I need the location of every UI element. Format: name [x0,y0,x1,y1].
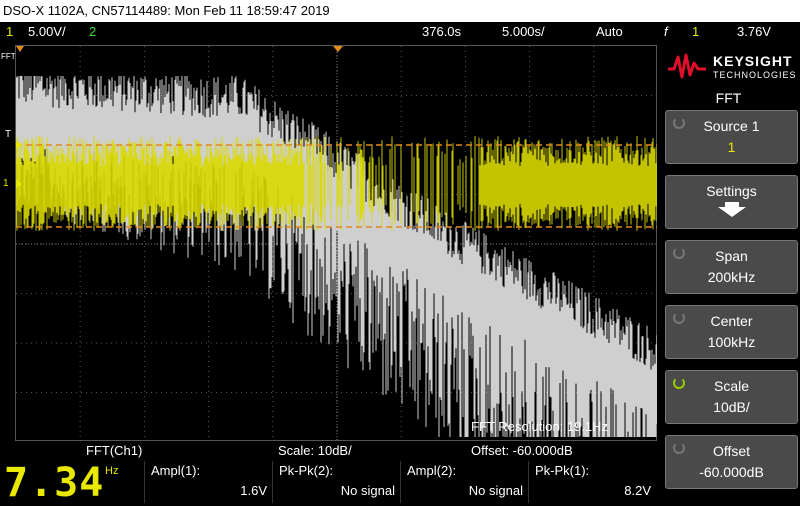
ch2-number[interactable]: 2 [89,24,97,39]
ch1-ground-pointer [16,180,22,188]
measurement-value: No signal [340,483,395,498]
fft-scale: Scale: 10dB/ [278,443,352,458]
fft-offset: Offset: -60.000dB [471,443,573,458]
time-scale[interactable]: 5.000s/ [502,24,545,39]
trigger-mode[interactable]: Auto [596,24,623,39]
waveform-display[interactable]: FFT Resolution: 19.1Hz [15,45,658,442]
measurement-pkpk-2: Pk-Pk(2): No signal [272,461,401,503]
softkey-value: 100kHz [707,334,756,350]
measurement-label: Ampl(2): [407,463,457,478]
brand-name: KEYSIGHT [713,53,793,69]
measurement-pkpk-1: Pk-Pk(1): 8.2V [528,461,657,503]
softkey-value: 1 [727,139,736,155]
settings-softkey[interactable]: Settings [665,175,798,229]
softkey-label: Settings [706,183,757,199]
fft-marker: FFT [1,52,16,61]
brand-sub: TECHNOLOGIES [713,70,797,80]
ch1-ground-marker[interactable]: 1 [3,178,9,189]
trigger-level[interactable]: 3.76V [737,24,771,39]
entry-knob-icon [673,442,685,454]
entry-knob-icon [673,247,685,259]
softkey-label: Source 1 [703,118,760,134]
softkey-label: Scale [713,378,750,394]
measurement-ampl-1: Ampl(1): 1.6V [144,461,273,503]
trigger-marker: T [5,129,12,140]
submenu-arrow-head-icon [717,207,746,217]
measurement-value: 1.6V [240,483,267,498]
measurement-ampl-2: Ampl(2): No signal [400,461,529,503]
center-softkey[interactable]: Center 100kHz [665,305,798,359]
scale-softkey[interactable]: Scale 10dB/ [665,370,798,424]
entry-knob-active-icon [673,377,685,389]
title-bar: DSO-X 1102A, CN57114489: Mon Feb 11 18:5… [0,0,800,22]
measurement-value: 8.2V [624,483,651,498]
fft-source: FFT(Ch1) [86,443,143,458]
keysight-logo: KEYSIGHT TECHNOLOGIES [667,51,797,81]
waveform-canvas [16,46,658,442]
submenu-arrow-icon [724,202,739,207]
frequency-counter: 7.34 [4,460,105,506]
softkey-value: -60.000dB [699,464,764,480]
measurement-bar: 7.34 Hz Ampl(1): 1.6V Pk-Pk(2): No signa… [0,461,657,503]
trigger-level-marker [16,141,22,149]
fft-info-bar: FFT(Ch1) Scale: 10dB/ Offset: -60.000dB [0,441,657,461]
time-reference-marker [16,46,24,52]
ch1-scale[interactable]: 5.00V/ [28,24,66,39]
fft-resolution: FFT Resolution: 19.1Hz [471,419,609,434]
softkey-value: 10dB/ [713,399,750,415]
span-softkey[interactable]: Span 200kHz [665,240,798,294]
trigger-slope-icon: f [664,24,668,39]
status-bar: 1 5.00V/ 2 376.0s 5.000s/ Auto f 1 3.76V [0,22,800,41]
measurement-label: Pk-Pk(2): [279,463,334,478]
trigger-channel[interactable]: 1 [692,24,700,39]
time-position[interactable]: 376.0s [422,24,462,39]
offset-softkey[interactable]: Offset -60.000dB [665,435,798,489]
softkey-label: Offset [712,443,751,459]
frequency-unit: Hz [105,465,119,477]
ch1-number[interactable]: 1 [6,24,14,39]
entry-knob-icon [673,312,685,324]
softkey-label: Center [710,313,753,329]
measurement-value: No signal [468,483,523,498]
softkey-panel: KEYSIGHT TECHNOLOGIES FFT Source 1 1 Set… [657,45,800,503]
keysight-wave-icon [668,53,706,79]
softkey-value: 200kHz [707,269,756,285]
softkey-label: Span [715,248,748,264]
measurement-label: Pk-Pk(1): [535,463,590,478]
entry-knob-icon [673,117,685,129]
measurement-label: Ampl(1): [151,463,201,478]
menu-title: FFT [715,90,742,106]
source-softkey[interactable]: Source 1 1 [665,110,798,164]
trigger-position-marker [333,46,343,52]
ch1-trace [16,136,658,231]
